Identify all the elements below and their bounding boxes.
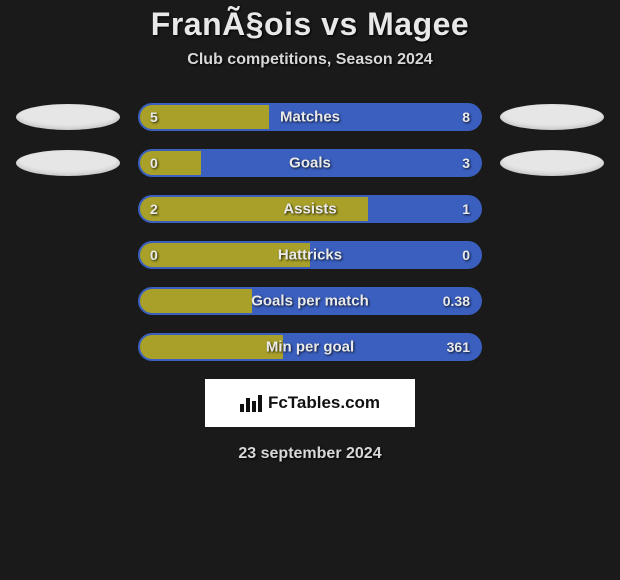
left-team-badge	[16, 334, 120, 360]
left-team-badge	[16, 150, 120, 176]
stat-bar: Goals 0 3	[138, 149, 482, 177]
stat-value-right: 361	[447, 339, 470, 355]
bar-fill-left	[140, 289, 252, 313]
stat-row: Assists 2 1	[0, 195, 620, 223]
chart-date: 23 september 2024	[0, 445, 620, 463]
right-team-badge	[500, 334, 604, 360]
stat-row: Matches 5 8	[0, 103, 620, 131]
stat-bar: Goals per match 0.38	[138, 287, 482, 315]
stat-value-right: 0	[462, 247, 470, 263]
stat-bar: Hattricks 0 0	[138, 241, 482, 269]
stat-label: Matches	[280, 109, 340, 126]
right-team-badge	[500, 150, 604, 176]
right-team-badge	[500, 104, 604, 130]
bar-fill-left	[140, 335, 283, 359]
chart-subtitle: Club competitions, Season 2024	[0, 51, 620, 69]
left-team-badge	[16, 196, 120, 222]
stat-label: Assists	[283, 201, 336, 218]
stat-row: Goals per match 0.38	[0, 287, 620, 315]
bar-fill-left	[140, 105, 269, 129]
stat-value-left: 5	[150, 109, 158, 125]
brand-badge[interactable]: FcTables.com	[205, 379, 415, 427]
right-team-badge	[500, 196, 604, 222]
stat-label: Goals	[289, 155, 331, 172]
brand-bars-icon	[240, 394, 262, 412]
stat-bar: Assists 2 1	[138, 195, 482, 223]
left-team-badge	[16, 242, 120, 268]
brand-text: FcTables.com	[268, 393, 380, 413]
right-team-badge	[500, 288, 604, 314]
stat-row: Hattricks 0 0	[0, 241, 620, 269]
page-title: FranÃ§ois vs Magee	[0, 6, 620, 43]
stat-value-right: 0.38	[443, 293, 470, 309]
stat-label: Goals per match	[251, 293, 369, 310]
chart-container: FranÃ§ois vs Magee Club competitions, Se…	[0, 0, 620, 463]
stat-value-left: 2	[150, 201, 158, 217]
bar-fill-right	[201, 151, 480, 175]
stat-bar: Min per goal 361	[138, 333, 482, 361]
stat-value-left: 0	[150, 155, 158, 171]
stat-label: Min per goal	[266, 339, 354, 356]
stat-row: Min per goal 361	[0, 333, 620, 361]
stat-value-right: 3	[462, 155, 470, 171]
stats-rows: Matches58Goals03Assists21Hattricks00Goal…	[0, 103, 620, 361]
left-team-badge	[16, 104, 120, 130]
stat-row: Goals 0 3	[0, 149, 620, 177]
stat-bar: Matches 5 8	[138, 103, 482, 131]
stat-label: Hattricks	[278, 247, 342, 264]
right-team-badge	[500, 242, 604, 268]
left-team-badge	[16, 288, 120, 314]
stat-value-left: 0	[150, 247, 158, 263]
stat-value-right: 1	[462, 201, 470, 217]
stat-value-right: 8	[462, 109, 470, 125]
